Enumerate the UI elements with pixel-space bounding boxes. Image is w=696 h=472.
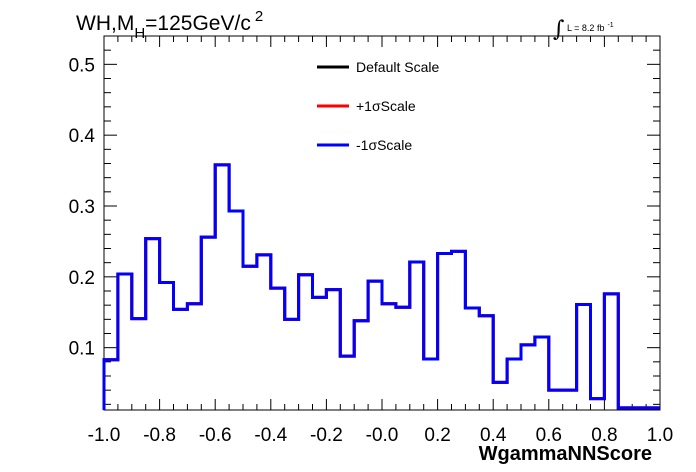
title-subscript: H [134, 25, 145, 42]
x-tick-label: 1.0 [647, 425, 673, 446]
x-tick-label: -0.8 [143, 425, 176, 446]
x-tick-label: 0.8 [591, 425, 617, 446]
x-tick-label: -0.4 [254, 425, 287, 446]
x-tick-label: 0.2 [424, 425, 450, 446]
x-tick-label: -0.0 [366, 425, 399, 446]
legend-label: Default Scale [356, 59, 439, 75]
x-tick-label: -0.6 [199, 425, 232, 446]
y-tick-label: 0.1 [69, 339, 95, 360]
lumi-label: L = 8.2 fb -1 [567, 22, 614, 33]
x-axis-label: WgammaNNScore [479, 443, 652, 465]
x-axis-ticks: -1.0 -0.8 -0.6 -0.4 -0.2 -0.0 0.2 0.4 0.6 0.8 1.0 [88, 36, 673, 446]
x-tick-label: -0.2 [310, 425, 343, 446]
chart-title: WH,MH=125GeV/c 2 [76, 8, 263, 42]
legend-label: +1σScale [356, 98, 416, 114]
title-rest: =125GeV/c [145, 12, 251, 35]
y-tick-label: 0.5 [69, 55, 95, 76]
y-axis-ticks: 0.1 0.2 0.3 0.4 0.5 [69, 35, 660, 405]
x-tick-label: 0.4 [480, 425, 507, 446]
legend: Default Scale +1σScale -1σScale [317, 59, 439, 153]
lumi-text: L = 8.2 fb [567, 23, 604, 33]
series-layer [102, 163, 660, 410]
y-tick-label: 0.3 [69, 197, 95, 218]
x-tick-label: 0.6 [536, 425, 562, 446]
x-tick-label: -1.0 [88, 425, 121, 446]
title-superscript: 2 [255, 8, 263, 25]
y-tick-label: 0.4 [69, 126, 96, 147]
legend-label: -1σScale [356, 137, 412, 153]
series-line-2 [102, 163, 660, 410]
lumi-superscript: -1 [607, 22, 613, 29]
title-main: WH,M [76, 12, 134, 35]
y-tick-label: 0.2 [69, 268, 95, 289]
